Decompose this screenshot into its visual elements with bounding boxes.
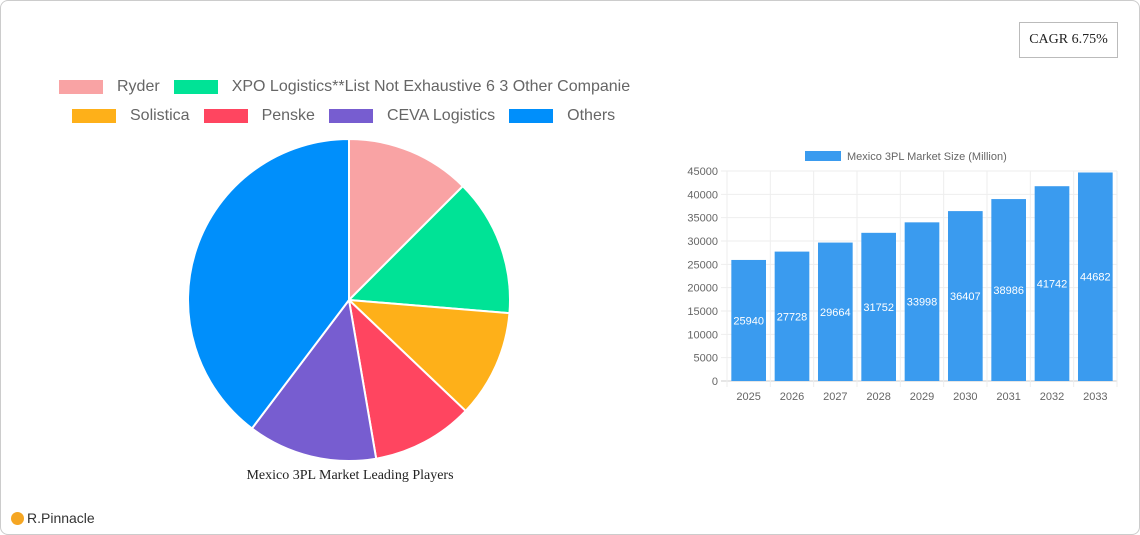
bar-value-label: 27728 (777, 311, 808, 323)
x-tick-label: 2032 (1040, 391, 1064, 403)
y-tick-label: 25000 (687, 259, 718, 271)
x-tick-label: 2028 (866, 391, 890, 403)
logo-text: R.Pinnacle (27, 510, 95, 526)
legend-label: CEVA Logistics (386, 107, 496, 124)
x-tick-label: 2025 (736, 391, 760, 403)
legend-item[interactable]: CEVA Logistics (328, 107, 496, 125)
x-tick-label: 2033 (1083, 391, 1107, 403)
y-tick-label: 15000 (687, 306, 718, 318)
x-tick-label: 2026 (780, 391, 804, 403)
x-tick-label: 2027 (823, 391, 847, 403)
legend-swatch (203, 109, 248, 123)
y-tick-label: 20000 (687, 283, 718, 295)
logo: R.Pinnacle (11, 510, 95, 526)
bar[interactable] (861, 232, 896, 381)
pie-legend-row-1: Ryder XPO Logistics**List Not Exhaustive … (59, 78, 644, 96)
y-tick-label: 35000 (687, 213, 718, 225)
legend-label: Ryder (117, 78, 160, 95)
pie-slice[interactable] (346, 298, 511, 413)
bar-value-label: 36407 (950, 291, 981, 303)
bar[interactable] (818, 242, 853, 381)
bar[interactable] (774, 251, 810, 381)
pie-slice[interactable] (348, 137, 465, 303)
y-tick-label: 0 (712, 376, 718, 388)
bar[interactable] (991, 199, 1026, 381)
bar-value-label: 38986 (993, 285, 1024, 297)
legend-swatch (509, 109, 554, 123)
bar-chart: Mexico 3PL Market Size (Million) 0 5000 100… (687, 151, 1118, 403)
bar-value-label: 44682 (1080, 272, 1111, 284)
bar[interactable] (948, 211, 983, 381)
pie-slice[interactable] (346, 184, 511, 315)
pie-slice[interactable] (347, 297, 468, 460)
legend-swatch (72, 109, 116, 123)
bar-value-label: 33998 (907, 297, 938, 309)
pie-legend-row-2: Solistica Penske CEVA Logistics Others (72, 107, 629, 125)
legend-label: Solistica (130, 107, 190, 124)
y-tick-label: 40000 (687, 189, 718, 201)
bar[interactable] (904, 222, 940, 381)
y-tick-label: 10000 (687, 329, 718, 341)
logo-icon (11, 511, 24, 525)
legend-item[interactable]: Others (509, 107, 615, 125)
pie-slice[interactable] (187, 137, 350, 430)
cagr-badge: CAGR 6.75% (1019, 22, 1118, 58)
legend-label: Others (567, 107, 616, 124)
x-tick-label: 2030 (953, 391, 977, 403)
legend-item[interactable]: Ryder (59, 78, 160, 96)
bar-value-label: 29664 (820, 307, 851, 319)
y-tick-label: 30000 (687, 236, 718, 248)
legend-swatch (59, 80, 103, 94)
x-tick-label: 2029 (910, 391, 934, 403)
bar[interactable] (1078, 172, 1113, 381)
legend-item[interactable]: Penske (203, 107, 315, 125)
bar-value-label: 41742 (1037, 279, 1068, 291)
bar[interactable] (1034, 186, 1070, 381)
bar[interactable] (731, 259, 766, 381)
bar-legend-swatch (805, 151, 841, 161)
y-tick-label: 5000 (694, 353, 718, 365)
bar-value-label: 31752 (863, 302, 894, 314)
legend-label: Penske (261, 107, 315, 124)
legend-item[interactable]: XPO Logistics**List Not Exhaustive 6 3 O… (173, 78, 631, 96)
bar-value-label: 25940 (733, 315, 764, 327)
legend-item[interactable]: Solistica (72, 107, 190, 125)
legend-swatch (328, 109, 373, 123)
x-tick-label: 2031 (996, 391, 1020, 403)
legend-label: XPO Logistics**List Not Exhaustive 6 3 O… (231, 78, 631, 95)
pie-title: Mexico 3PL Market Leading Players (246, 468, 454, 483)
y-tick-label: 45000 (687, 166, 718, 178)
pie-slice[interactable] (250, 297, 378, 462)
bar-legend-label: Mexico 3PL Market Size (Million) (847, 151, 1007, 163)
legend-swatch (173, 80, 218, 94)
pie-chart (187, 137, 511, 462)
